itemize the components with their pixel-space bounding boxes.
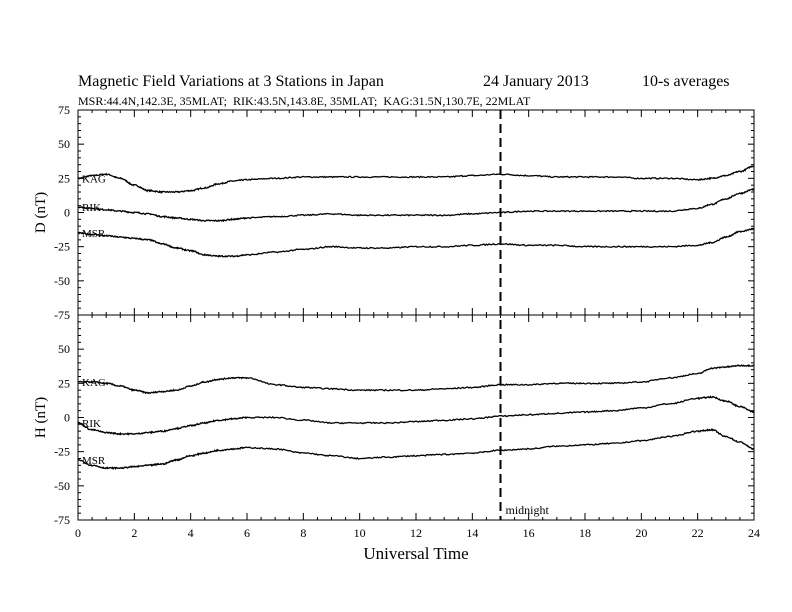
- xtick-label: 20: [635, 526, 647, 540]
- panel-D-ytick-label: -25: [54, 240, 70, 254]
- chart-title: Magnetic Field Variations at 3 Stations …: [78, 73, 384, 90]
- panel-H-ytick-label: -50: [54, 479, 70, 493]
- x-axis-title: Universal Time: [363, 544, 468, 563]
- xtick-label: 4: [188, 526, 194, 540]
- panel-H-ytick-label: 25: [58, 376, 70, 390]
- series-line-H-RIK: [77, 395, 755, 436]
- xtick-label: 24: [748, 526, 760, 540]
- xtick-label: 14: [466, 526, 478, 540]
- panel-D-ytick-label: 25: [58, 171, 70, 185]
- xtick-label: 10: [354, 526, 366, 540]
- panel-H-ytick-label: 0: [64, 411, 70, 425]
- xtick-label: 6: [244, 526, 250, 540]
- series-label-H-KAG: KAG: [82, 377, 106, 389]
- series-label-D-KAG: KAG: [82, 173, 106, 185]
- xtick-label: 8: [300, 526, 306, 540]
- panel-D-ylabel: D (nT): [33, 192, 49, 233]
- xtick-label: 12: [410, 526, 422, 540]
- series-line-D-KAG: [77, 165, 755, 194]
- panel-D-frame: [77, 109, 755, 316]
- series-line-H-KAG: [77, 363, 755, 395]
- station-list: MSR:44.4N,142.3E, 35MLAT; RIK:43.5N,143.…: [78, 94, 531, 108]
- xtick-label: 16: [523, 526, 535, 540]
- series-line-H-MSR: [77, 428, 755, 471]
- xtick-label: 2: [131, 526, 137, 540]
- xtick-label: 18: [579, 526, 591, 540]
- panel-H-ytick-label: 50: [58, 342, 70, 356]
- series-line-D-MSR: [77, 227, 755, 258]
- series-line-D-RIK: [77, 188, 755, 223]
- series-label-D-RIK: RIK: [82, 202, 101, 214]
- series-label-D-MSR: MSR: [82, 228, 106, 240]
- panel-D-ytick-label: 75: [58, 103, 70, 117]
- panel-D-ytick-label: 0: [64, 206, 70, 220]
- series-label-H-RIK: RIK: [82, 418, 101, 430]
- xtick-label: 0: [75, 526, 81, 540]
- panel-D-ytick-label: 50: [58, 137, 70, 151]
- panel-D-ytick-label: -75: [54, 308, 70, 322]
- midnight-label: midnight: [506, 503, 550, 517]
- panel-D-ytick-label: -50: [54, 274, 70, 288]
- panel-H-ytick-label: -75: [54, 513, 70, 527]
- averaging-note: 10-s averages: [642, 73, 730, 90]
- xtick-label: 22: [692, 526, 704, 540]
- panel-H-ylabel: H (nT): [33, 397, 49, 438]
- chart-date: 24 January 2013: [483, 73, 589, 90]
- series-label-H-MSR: MSR: [82, 455, 106, 467]
- panel-H-frame: [77, 314, 755, 521]
- panel-H-ytick-label: -25: [54, 445, 70, 459]
